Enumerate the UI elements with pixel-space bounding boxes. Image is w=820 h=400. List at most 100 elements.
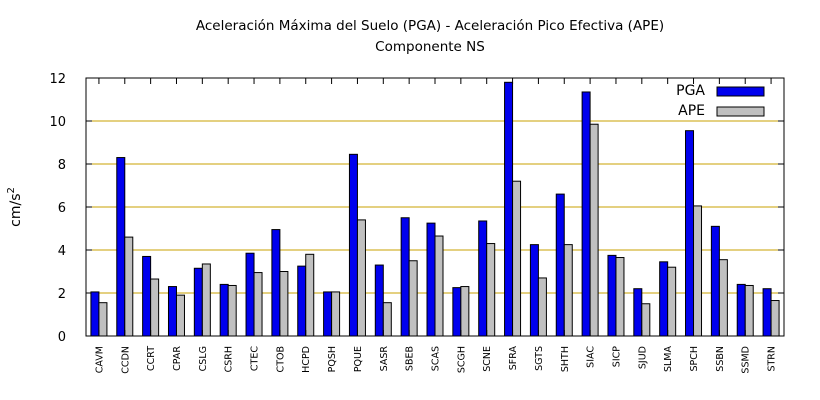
y-tick-label: 12 <box>49 72 66 87</box>
bar-pga-sfra <box>504 81 514 337</box>
bar-pga-sicp <box>607 254 617 337</box>
category-label: SGTS <box>534 346 545 371</box>
bar-ape-strn <box>770 300 780 337</box>
bar-pga-spch <box>685 130 695 337</box>
bar-pga-scgh <box>452 287 462 337</box>
category-label: SBEB <box>405 346 416 371</box>
bar-ape-spch <box>693 205 703 337</box>
chart-title: Aceleración Máxima del Suelo (PGA) - Ace… <box>196 18 664 34</box>
bars <box>90 81 780 337</box>
bar-ape-cpar <box>175 294 185 337</box>
category-label: SJUD <box>637 346 648 369</box>
category-label: SFRA <box>508 346 519 371</box>
bar-pga-ssmd <box>736 283 746 337</box>
bar-pga-pqsh <box>323 291 333 337</box>
bar-ape-ctec <box>253 272 263 337</box>
category-label: CCRT <box>146 346 157 371</box>
category-label: HCPD <box>301 346 312 373</box>
y-axis-label-main: cm/s <box>8 194 24 227</box>
category-label: SPCH <box>689 346 700 372</box>
category-label: CTEC <box>250 346 261 371</box>
y-axis-label-superscript: 2 <box>6 187 17 193</box>
bar-pga-csrh <box>219 283 229 337</box>
category-label: CPAR <box>172 346 183 371</box>
bar-ape-pqsh <box>331 291 341 337</box>
category-labels: CAVM CCDN CCRT CPAR CSLG CSRH CTEC CTOB HCPD PQSH… <box>94 346 777 374</box>
y-tick-label: 0 <box>58 330 66 345</box>
bar-pga-slma <box>659 261 669 337</box>
bar-ape-cslg <box>201 263 211 337</box>
category-label: SCGH <box>456 346 467 373</box>
bar-ape-sjud <box>641 303 651 337</box>
legend-swatch-ape <box>716 106 765 117</box>
category-label: PQUE <box>353 346 364 372</box>
legend-label-ape: APE <box>678 103 705 119</box>
legend-swatch-pga <box>716 86 765 97</box>
bar-pga-ctec <box>245 252 255 337</box>
bar-pga-sbeb <box>400 217 410 337</box>
bar-pga-cpar <box>167 286 177 337</box>
bar-pga-strn <box>762 288 772 337</box>
bar-ape-scas <box>434 235 444 337</box>
bar-ape-ssbn <box>718 259 728 337</box>
x-axis-ticks <box>98 78 772 336</box>
bar-pga-ccrt <box>142 255 152 337</box>
bar-ape-scgh <box>460 286 470 337</box>
category-label: SSBN <box>715 346 726 372</box>
bar-ape-hcpd <box>305 253 315 337</box>
bar-ape-cavm <box>98 302 108 337</box>
category-label: SCNE <box>482 346 493 372</box>
chart-subtitle: Componente NS <box>375 39 485 55</box>
bar-ape-ssmd <box>744 284 754 337</box>
y-axis-label: cm/s2 <box>6 187 24 227</box>
bar-ape-sbeb <box>408 260 418 337</box>
bar-ape-sfra <box>512 180 522 337</box>
bar-pga-shth <box>555 193 565 337</box>
bar-ape-ccrt <box>150 278 160 337</box>
category-label: CSLG <box>198 346 209 371</box>
bar-pga-scas <box>426 222 436 337</box>
bar-ape-shth <box>563 244 573 337</box>
bar-ape-sicp <box>615 257 625 337</box>
category-label: SLMA <box>663 346 674 373</box>
bar-ape-siac <box>589 123 599 337</box>
category-label: SSMD <box>741 346 752 374</box>
bar-pga-scne <box>478 220 488 337</box>
bar-ape-pque <box>356 219 366 337</box>
bar-pga-ssbn <box>710 225 720 337</box>
legend-label-pga: PGA <box>676 83 705 99</box>
category-label: SCAS <box>431 346 442 371</box>
bar-pga-sasr <box>374 264 384 337</box>
legend: PGA APE <box>676 83 765 119</box>
category-label: STRN <box>767 346 778 372</box>
bar-pga-hcpd <box>297 265 307 337</box>
category-label: CSRH <box>224 346 235 372</box>
bar-pga-siac <box>581 91 591 337</box>
bar-ape-sasr <box>382 302 392 337</box>
bar-ape-csrh <box>227 284 237 337</box>
y-tick-label: 10 <box>49 115 66 130</box>
category-label: CTOB <box>275 346 286 372</box>
y-tick-label: 6 <box>58 201 66 216</box>
bar-ape-slma <box>667 266 677 337</box>
bar-ape-scne <box>486 243 496 337</box>
category-label: SIAC <box>586 346 597 368</box>
bar-pga-pque <box>348 153 358 337</box>
category-label: CCDN <box>120 346 131 374</box>
bar-pga-sjud <box>633 288 643 337</box>
bar-pga-cavm <box>90 291 100 337</box>
category-label: SICP <box>611 346 622 367</box>
category-label: SHTH <box>560 346 571 372</box>
y-tick-label: 2 <box>58 287 66 302</box>
category-label: CAVM <box>94 346 105 373</box>
category-label: SASR <box>379 346 390 372</box>
bar-ape-ccdn <box>124 236 134 337</box>
y-tick-label: 8 <box>58 158 66 173</box>
bar-pga-cslg <box>193 267 203 337</box>
bar-pga-sgts <box>529 244 539 337</box>
category-label: PQSH <box>327 346 338 372</box>
bar-ape-ctob <box>279 271 289 337</box>
bar-ape-sgts <box>537 277 547 337</box>
y-tick-label: 4 <box>58 244 66 259</box>
